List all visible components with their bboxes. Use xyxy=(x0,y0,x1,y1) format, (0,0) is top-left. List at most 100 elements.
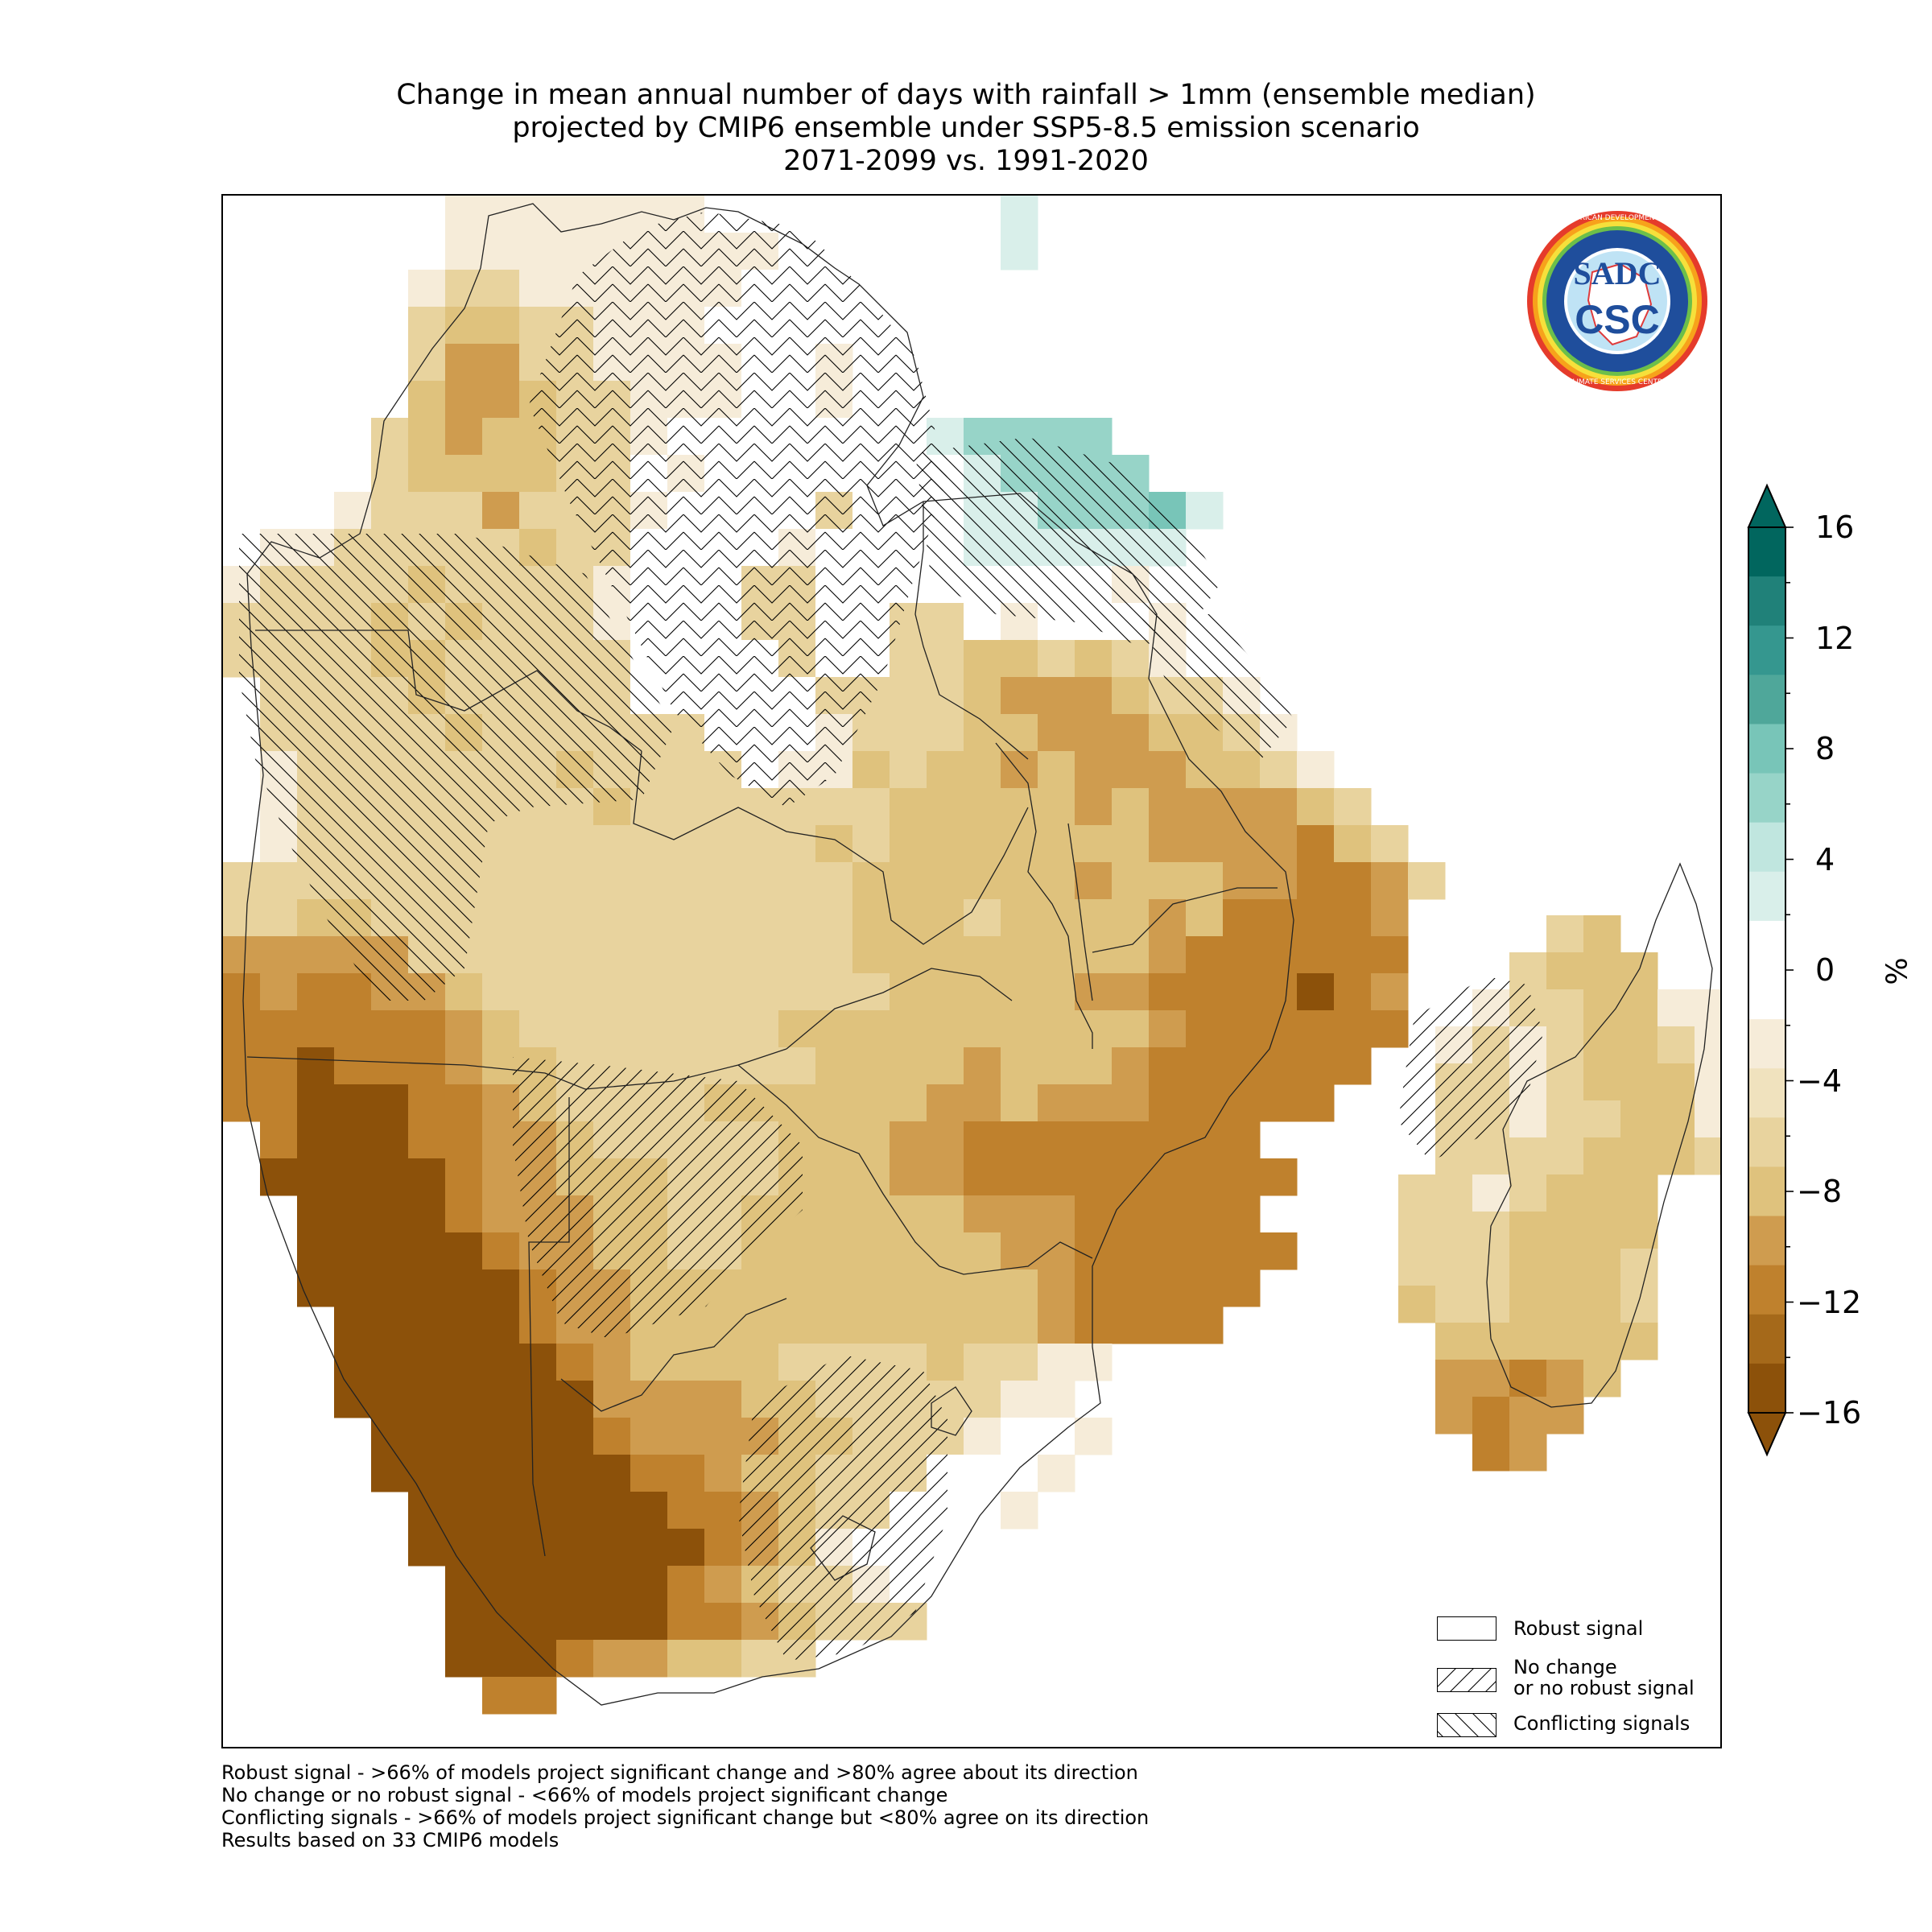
grid-cell xyxy=(334,1047,372,1085)
grid-cell xyxy=(1112,1269,1150,1307)
grid-cell xyxy=(1186,1010,1224,1048)
grid-cell xyxy=(445,973,483,1011)
grid-cell xyxy=(1075,862,1113,900)
grid-cell xyxy=(964,233,1001,270)
colorbar-bin xyxy=(1748,527,1785,577)
grid-cell xyxy=(1112,862,1150,900)
title-line-1: Change in mean annual number of days wit… xyxy=(396,79,1536,111)
grid-cell xyxy=(964,899,1001,937)
grid-cell xyxy=(1371,825,1409,863)
grid-cell xyxy=(408,1529,446,1567)
grid-cell-madagascar xyxy=(1546,1249,1584,1286)
grid-cell xyxy=(556,196,594,233)
grid-cell xyxy=(1186,899,1224,937)
grid-cell xyxy=(890,233,927,270)
grid-cell xyxy=(1075,825,1113,863)
border-malawi xyxy=(995,742,1093,1049)
colorbar-bin xyxy=(1748,1314,1785,1364)
grid-cell xyxy=(482,1640,520,1678)
grid-cell-madagascar xyxy=(1583,989,1621,1027)
grid-cell xyxy=(964,1269,1001,1307)
grid-cell xyxy=(1223,1010,1261,1048)
grid-cell xyxy=(223,862,261,900)
logo-icon xyxy=(1527,211,1707,391)
grid-cell xyxy=(371,418,409,456)
grid-cell xyxy=(1001,1381,1038,1418)
grid-cell xyxy=(852,1269,890,1307)
grid-cell xyxy=(482,1381,520,1418)
country-borders xyxy=(242,203,1713,1706)
grid-cell-madagascar xyxy=(1509,1249,1547,1286)
grid-cell xyxy=(964,677,1001,715)
legend-swatch-no-change xyxy=(1437,1668,1496,1692)
grid-cell xyxy=(1186,862,1224,900)
grid-cell xyxy=(1186,1307,1224,1344)
grid-cell xyxy=(667,1344,705,1381)
colorbar-extend-max xyxy=(1747,483,1787,528)
grid-cell xyxy=(1001,196,1038,233)
border-botswana-zimbabwe xyxy=(737,1064,940,1267)
grid-cell xyxy=(1186,751,1224,789)
footnote-2: No change or no robust signal - <66% of … xyxy=(221,1784,948,1806)
grid-cell xyxy=(1260,825,1298,863)
grid-cell xyxy=(445,1418,483,1455)
grid-cell xyxy=(630,936,668,974)
grid-cell xyxy=(445,381,483,419)
grid-cell-madagascar xyxy=(1509,1360,1547,1397)
grid-cell xyxy=(667,1492,705,1530)
grid-cell xyxy=(1223,1195,1261,1233)
grid-cell xyxy=(519,862,557,900)
grid-cell xyxy=(1001,899,1038,937)
grid-cell xyxy=(927,1232,964,1270)
grid-cell xyxy=(519,1010,557,1048)
grid-cell xyxy=(519,1381,557,1418)
grid-cell xyxy=(852,1307,890,1344)
grid-cell xyxy=(1112,788,1150,826)
grid-cell xyxy=(1260,1084,1298,1122)
grid-cell-madagascar xyxy=(1509,1212,1547,1249)
grid-cell xyxy=(927,640,964,678)
grid-cell xyxy=(964,1418,1001,1455)
grid-cell xyxy=(1075,1269,1113,1307)
grid-cell-madagascar xyxy=(1583,1174,1621,1212)
grid-cell-madagascar xyxy=(1472,1360,1510,1397)
grid-cell xyxy=(1223,788,1261,826)
grid-cell-madagascar xyxy=(1583,1100,1621,1138)
grid-cell xyxy=(223,1010,261,1048)
grid-cell-madagascar xyxy=(1583,1212,1621,1249)
grid-cell xyxy=(408,307,446,345)
grid-cell xyxy=(890,751,927,789)
grid-cell xyxy=(482,1195,520,1233)
colorbar-bin xyxy=(1748,1166,1785,1217)
grid-cell xyxy=(630,1010,668,1048)
grid-cell xyxy=(1112,973,1150,1011)
grid-cell xyxy=(815,1269,853,1307)
grid-cell xyxy=(482,936,520,974)
grid-cell xyxy=(815,1232,853,1270)
grid-cell xyxy=(741,862,779,900)
grid-cell xyxy=(704,1603,742,1641)
grid-cell xyxy=(482,1566,520,1604)
grid-cell xyxy=(1297,751,1335,789)
grid-cell-madagascar xyxy=(1620,1249,1658,1286)
grid-cell xyxy=(815,862,853,900)
grid-cell xyxy=(408,1121,446,1159)
grid-cell-madagascar xyxy=(1583,1360,1621,1397)
grid-cell xyxy=(223,1084,261,1122)
grid-cell xyxy=(667,1603,705,1641)
grid-cell xyxy=(1038,1121,1075,1159)
grid-cell xyxy=(815,1307,853,1344)
grid-cell-madagascar xyxy=(1657,1100,1695,1138)
grid-cell xyxy=(741,1269,779,1307)
grid-cell xyxy=(1075,1195,1113,1233)
grid-cell-madagascar xyxy=(1620,1286,1658,1323)
grid-cell xyxy=(1260,1010,1298,1048)
grid-cell-madagascar xyxy=(1546,1360,1584,1397)
grid-cell xyxy=(890,1195,927,1233)
grid-cell xyxy=(1408,862,1446,900)
grid-cell xyxy=(1223,825,1261,863)
grid-cell xyxy=(1001,1047,1038,1085)
grid-cell xyxy=(1112,825,1150,863)
grid-cell xyxy=(1297,1047,1335,1085)
grid-cell xyxy=(260,1084,298,1122)
